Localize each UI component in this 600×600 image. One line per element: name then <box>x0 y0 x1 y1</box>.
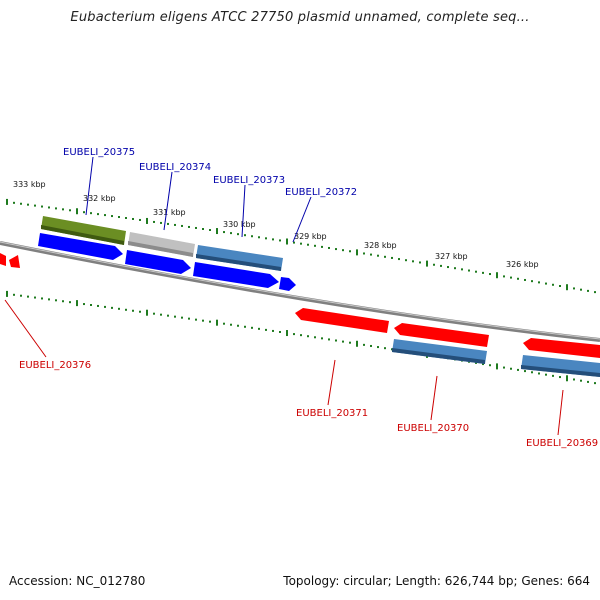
gene-label-20369[interactable]: EUBELI_20369 <box>526 438 598 449</box>
forward-genes <box>38 233 296 291</box>
leader-line-20376 <box>4 299 47 358</box>
scale-label-328: 328 kbp <box>364 241 397 250</box>
scale-label-332: 332 kbp <box>83 194 116 203</box>
forward-gene-arrow-3[interactable] <box>193 262 279 288</box>
map-title: Eubacterium eligens ATCC 27750 plasmid u… <box>70 10 530 25</box>
gene-feature-steel-1-shade <box>196 254 281 271</box>
gene-feature-steel-3-shade <box>521 365 600 377</box>
reverse-gene-arrow-20369[interactable] <box>523 338 600 358</box>
scale-ticks-outer <box>6 198 596 294</box>
gene-label-20373[interactable]: EUBELI_20373 <box>213 175 285 186</box>
gene-label-20370[interactable]: EUBELI_20370 <box>397 423 469 434</box>
leader-line-20374 <box>163 171 173 231</box>
gene-label-20371[interactable]: EUBELI_20371 <box>296 408 368 419</box>
scale-label-331: 331 kbp <box>153 208 186 217</box>
scale-ticks-inner <box>6 290 596 385</box>
gene-label-20375[interactable]: EUBELI_20375 <box>63 147 135 158</box>
gene-label-20376[interactable]: EUBELI_20376 <box>19 360 91 371</box>
gene-feature-olive-shade <box>41 225 124 245</box>
forward-gene-arrow-4[interactable] <box>279 277 296 291</box>
reverse-gene-arrow-partial-1[interactable] <box>0 253 6 266</box>
reverse-gene-arrow-20370[interactable] <box>394 323 489 347</box>
leader-line-20371 <box>327 359 336 406</box>
gene-label-20374[interactable]: EUBELI_20374 <box>139 162 211 173</box>
reverse-genes <box>0 253 600 377</box>
reverse-gene-arrow-partial-2[interactable] <box>9 255 20 268</box>
forward-features-upper <box>41 216 283 271</box>
scale-label-330: 330 kbp <box>223 220 256 229</box>
scale-label-327: 327 kbp <box>435 252 468 261</box>
reverse-gene-arrow-20371[interactable] <box>295 308 389 333</box>
gene-feature-grey-shade <box>128 241 193 257</box>
scale-label-333: 333 kbp <box>13 180 46 189</box>
leader-line-20370 <box>430 375 438 421</box>
leader-line-20369 <box>557 389 564 436</box>
forward-gene-arrow-1[interactable] <box>38 233 123 260</box>
genome-backbone <box>0 241 600 342</box>
leader-line-20373 <box>241 184 246 238</box>
gene-feature-steel-2-shade <box>392 348 485 364</box>
gene-label-20372[interactable]: EUBELI_20372 <box>285 187 357 198</box>
genome-backbone-highlight <box>0 241 600 340</box>
leader-line-20375 <box>85 156 94 216</box>
genome-stats-text: Topology: circular; Length: 626,744 bp; … <box>283 574 590 588</box>
accession-text: Accession: NC_012780 <box>9 574 146 588</box>
forward-gene-arrow-2[interactable] <box>125 250 191 274</box>
leader-line-20372 <box>292 196 312 243</box>
scale-label-329: 329 kbp <box>294 232 327 241</box>
scale-label-326: 326 kbp <box>506 260 539 269</box>
